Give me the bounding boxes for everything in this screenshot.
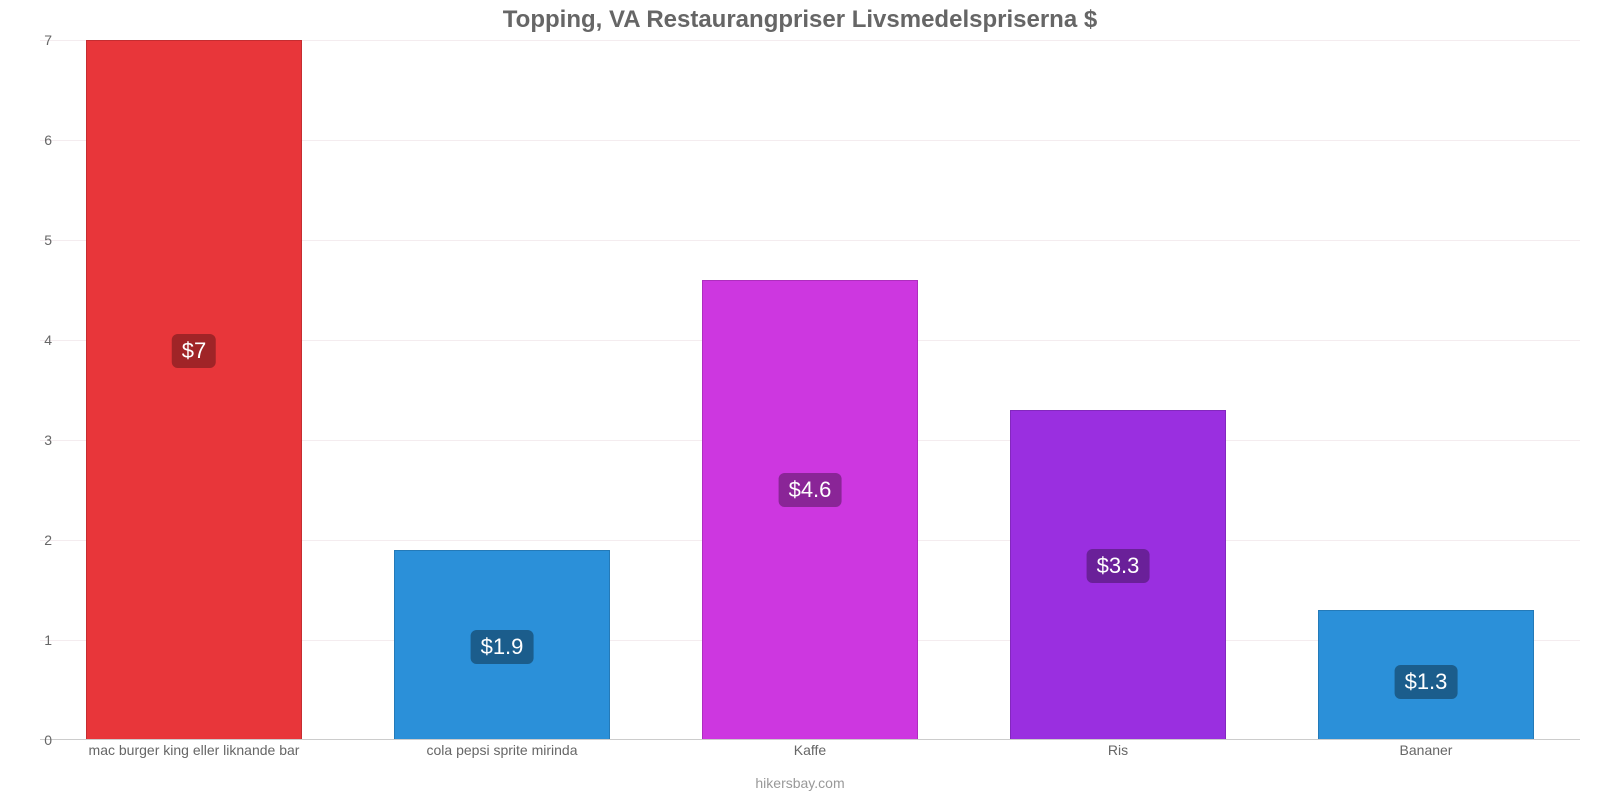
bar-slot: $3.3 [964, 40, 1272, 740]
y-tick-label: 3 [44, 432, 52, 448]
y-tick-label: 1 [44, 632, 52, 648]
bar-slot: $4.6 [656, 40, 964, 740]
bar-slot: $1.3 [1272, 40, 1580, 740]
x-tick-label: Kaffe [656, 742, 964, 758]
x-tick-label: Bananer [1272, 742, 1580, 758]
y-tick-label: 2 [44, 532, 52, 548]
y-tick-label: 7 [44, 32, 52, 48]
y-tick-label: 4 [44, 332, 52, 348]
bars-group: $7 $1.9 $4.6 $3.3 $1.3 [40, 40, 1580, 740]
y-tick-label: 5 [44, 232, 52, 248]
chart-footer: hikersbay.com [0, 775, 1600, 791]
chart-title: Topping, VA Restaurangpriser Livsmedelsp… [0, 6, 1600, 34]
bar: $1.3 [1318, 610, 1534, 740]
bar: $3.3 [1010, 410, 1226, 740]
bar-chart: Topping, VA Restaurangpriser Livsmedelsp… [0, 0, 1600, 800]
value-label: $7 [172, 334, 216, 368]
bar: $4.6 [702, 280, 918, 740]
x-tick-label: mac burger king eller liknande bar [40, 742, 348, 758]
value-label: $3.3 [1087, 549, 1150, 583]
x-tick-label: Ris [964, 742, 1272, 758]
x-axis-labels: mac burger king eller liknande barcola p… [40, 742, 1580, 758]
y-tick-label: 6 [44, 132, 52, 148]
value-label: $1.3 [1395, 665, 1458, 699]
value-label: $4.6 [779, 473, 842, 507]
baseline [40, 739, 1580, 740]
value-label: $1.9 [471, 630, 534, 664]
bar-slot: $1.9 [348, 40, 656, 740]
x-tick-label: cola pepsi sprite mirinda [348, 742, 656, 758]
plot-area: $7 $1.9 $4.6 $3.3 $1.3 [40, 40, 1580, 740]
bar: $1.9 [394, 550, 610, 740]
bar-slot: $7 [40, 40, 348, 740]
bar: $7 [86, 40, 302, 740]
